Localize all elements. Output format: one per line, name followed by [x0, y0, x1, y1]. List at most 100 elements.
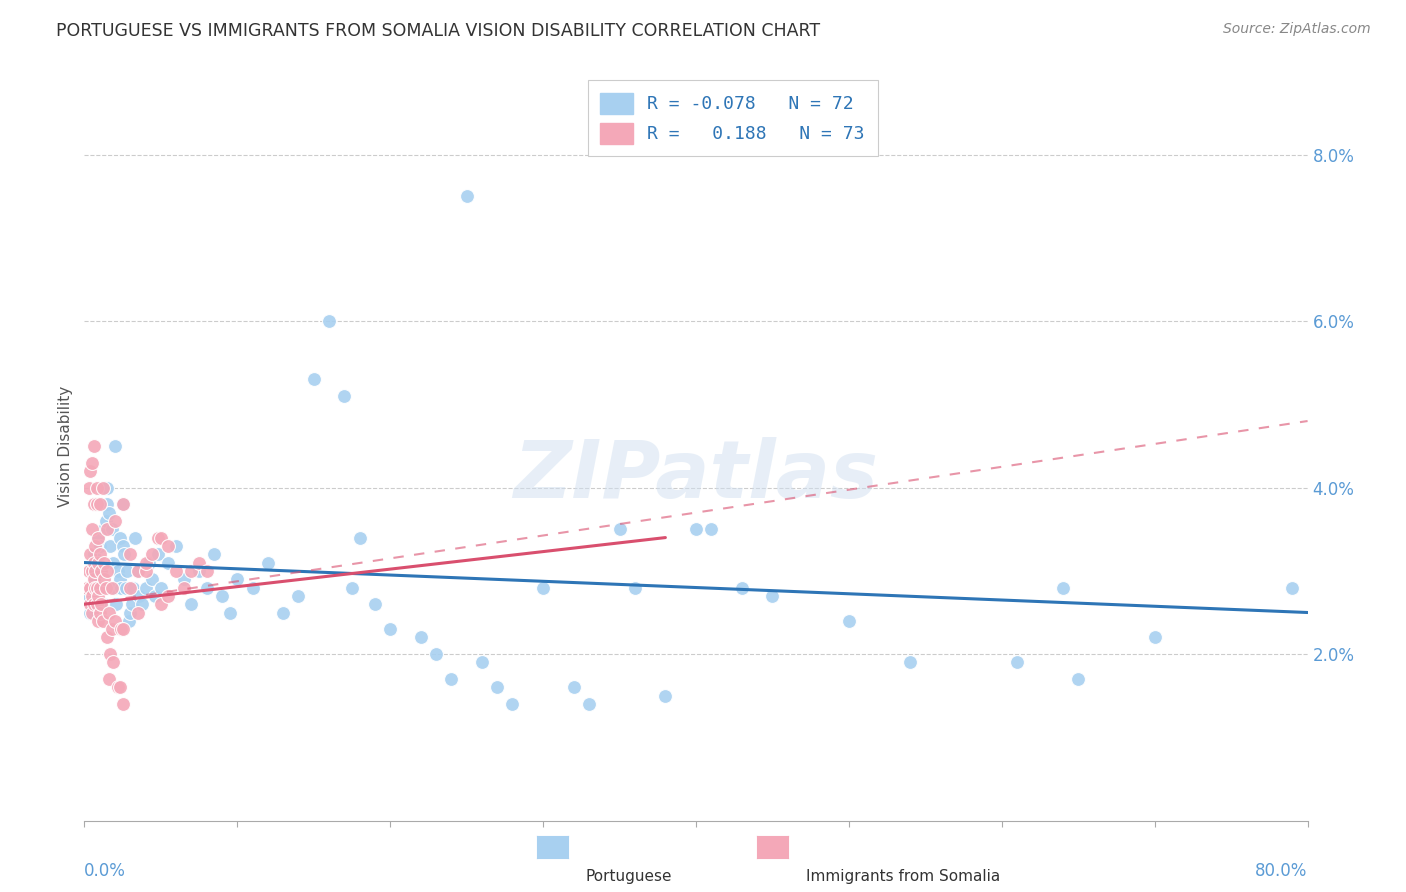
Point	[101, 522, 124, 536]
Point	[157, 556, 180, 570]
Point	[149, 581, 172, 595]
Point	[103, 556, 125, 570]
Point	[111, 622, 134, 636]
Point	[146, 531, 169, 545]
Point	[90, 597, 112, 611]
Point	[87, 531, 110, 545]
Point	[103, 656, 125, 670]
Point	[94, 514, 117, 528]
Point	[93, 572, 115, 586]
Point	[87, 589, 110, 603]
Point	[1067, 672, 1090, 686]
Point	[120, 581, 142, 595]
Point	[135, 581, 157, 595]
Point	[89, 539, 111, 553]
Point	[96, 564, 118, 578]
Point	[138, 556, 160, 570]
Point	[141, 572, 163, 586]
Point	[838, 614, 860, 628]
Point	[84, 572, 107, 586]
Point	[127, 606, 149, 620]
Point	[89, 547, 111, 561]
Point	[83, 597, 105, 611]
Point	[135, 556, 157, 570]
Point	[226, 572, 249, 586]
Point	[79, 464, 101, 478]
Point	[86, 556, 108, 570]
Point	[112, 547, 135, 561]
Point	[127, 564, 149, 578]
Point	[486, 681, 509, 695]
Point	[110, 622, 132, 636]
Text: ZIPatlas: ZIPatlas	[513, 437, 879, 515]
Point	[96, 481, 118, 495]
Point	[83, 547, 105, 561]
Point	[700, 522, 723, 536]
Point	[131, 597, 153, 611]
Point	[180, 597, 202, 611]
Point	[114, 581, 136, 595]
Point	[86, 581, 108, 595]
Point	[440, 672, 463, 686]
Text: Portuguese: Portuguese	[586, 870, 672, 884]
Point	[108, 531, 131, 545]
Point	[76, 581, 98, 595]
Point	[79, 547, 101, 561]
Point	[98, 539, 121, 553]
Point	[104, 614, 127, 628]
Point	[218, 606, 240, 620]
Point	[471, 656, 494, 670]
Point	[157, 589, 180, 603]
Point	[180, 564, 202, 578]
Point	[685, 522, 707, 536]
Point	[146, 547, 169, 561]
Point	[202, 547, 225, 561]
Point	[91, 614, 114, 628]
Point	[80, 522, 103, 536]
Point	[80, 564, 103, 578]
Point	[188, 556, 211, 570]
Point	[122, 581, 145, 595]
Point	[409, 631, 432, 645]
Point	[87, 531, 110, 545]
Point	[101, 581, 124, 595]
Point	[79, 597, 101, 611]
Point	[333, 389, 356, 403]
Point	[104, 514, 127, 528]
Point	[165, 564, 187, 578]
Point	[79, 581, 101, 595]
Point	[104, 581, 127, 595]
Point	[364, 597, 387, 611]
Point	[120, 547, 142, 561]
Point	[96, 522, 118, 536]
Point	[90, 564, 112, 578]
Point	[87, 556, 110, 570]
Point	[89, 564, 111, 578]
Point	[83, 572, 105, 586]
Point	[77, 564, 100, 578]
Point	[349, 531, 371, 545]
Point	[211, 589, 233, 603]
Point	[111, 497, 134, 511]
Point	[80, 606, 103, 620]
Point	[425, 647, 447, 661]
Point	[115, 564, 138, 578]
Point	[898, 656, 921, 670]
Point	[340, 581, 363, 595]
Point	[188, 564, 211, 578]
Point	[108, 572, 131, 586]
Point	[77, 589, 100, 603]
Point	[624, 581, 647, 595]
Point	[104, 439, 127, 453]
Point	[91, 597, 114, 611]
Y-axis label: Vision Disability: Vision Disability	[58, 385, 73, 507]
Point	[302, 372, 325, 386]
Point	[89, 497, 111, 511]
Point	[77, 481, 100, 495]
Point	[1143, 631, 1166, 645]
Point	[731, 581, 754, 595]
Point	[173, 581, 195, 595]
Text: Immigrants from Somalia: Immigrants from Somalia	[806, 870, 1000, 884]
Point	[143, 589, 166, 603]
Point	[80, 581, 103, 595]
